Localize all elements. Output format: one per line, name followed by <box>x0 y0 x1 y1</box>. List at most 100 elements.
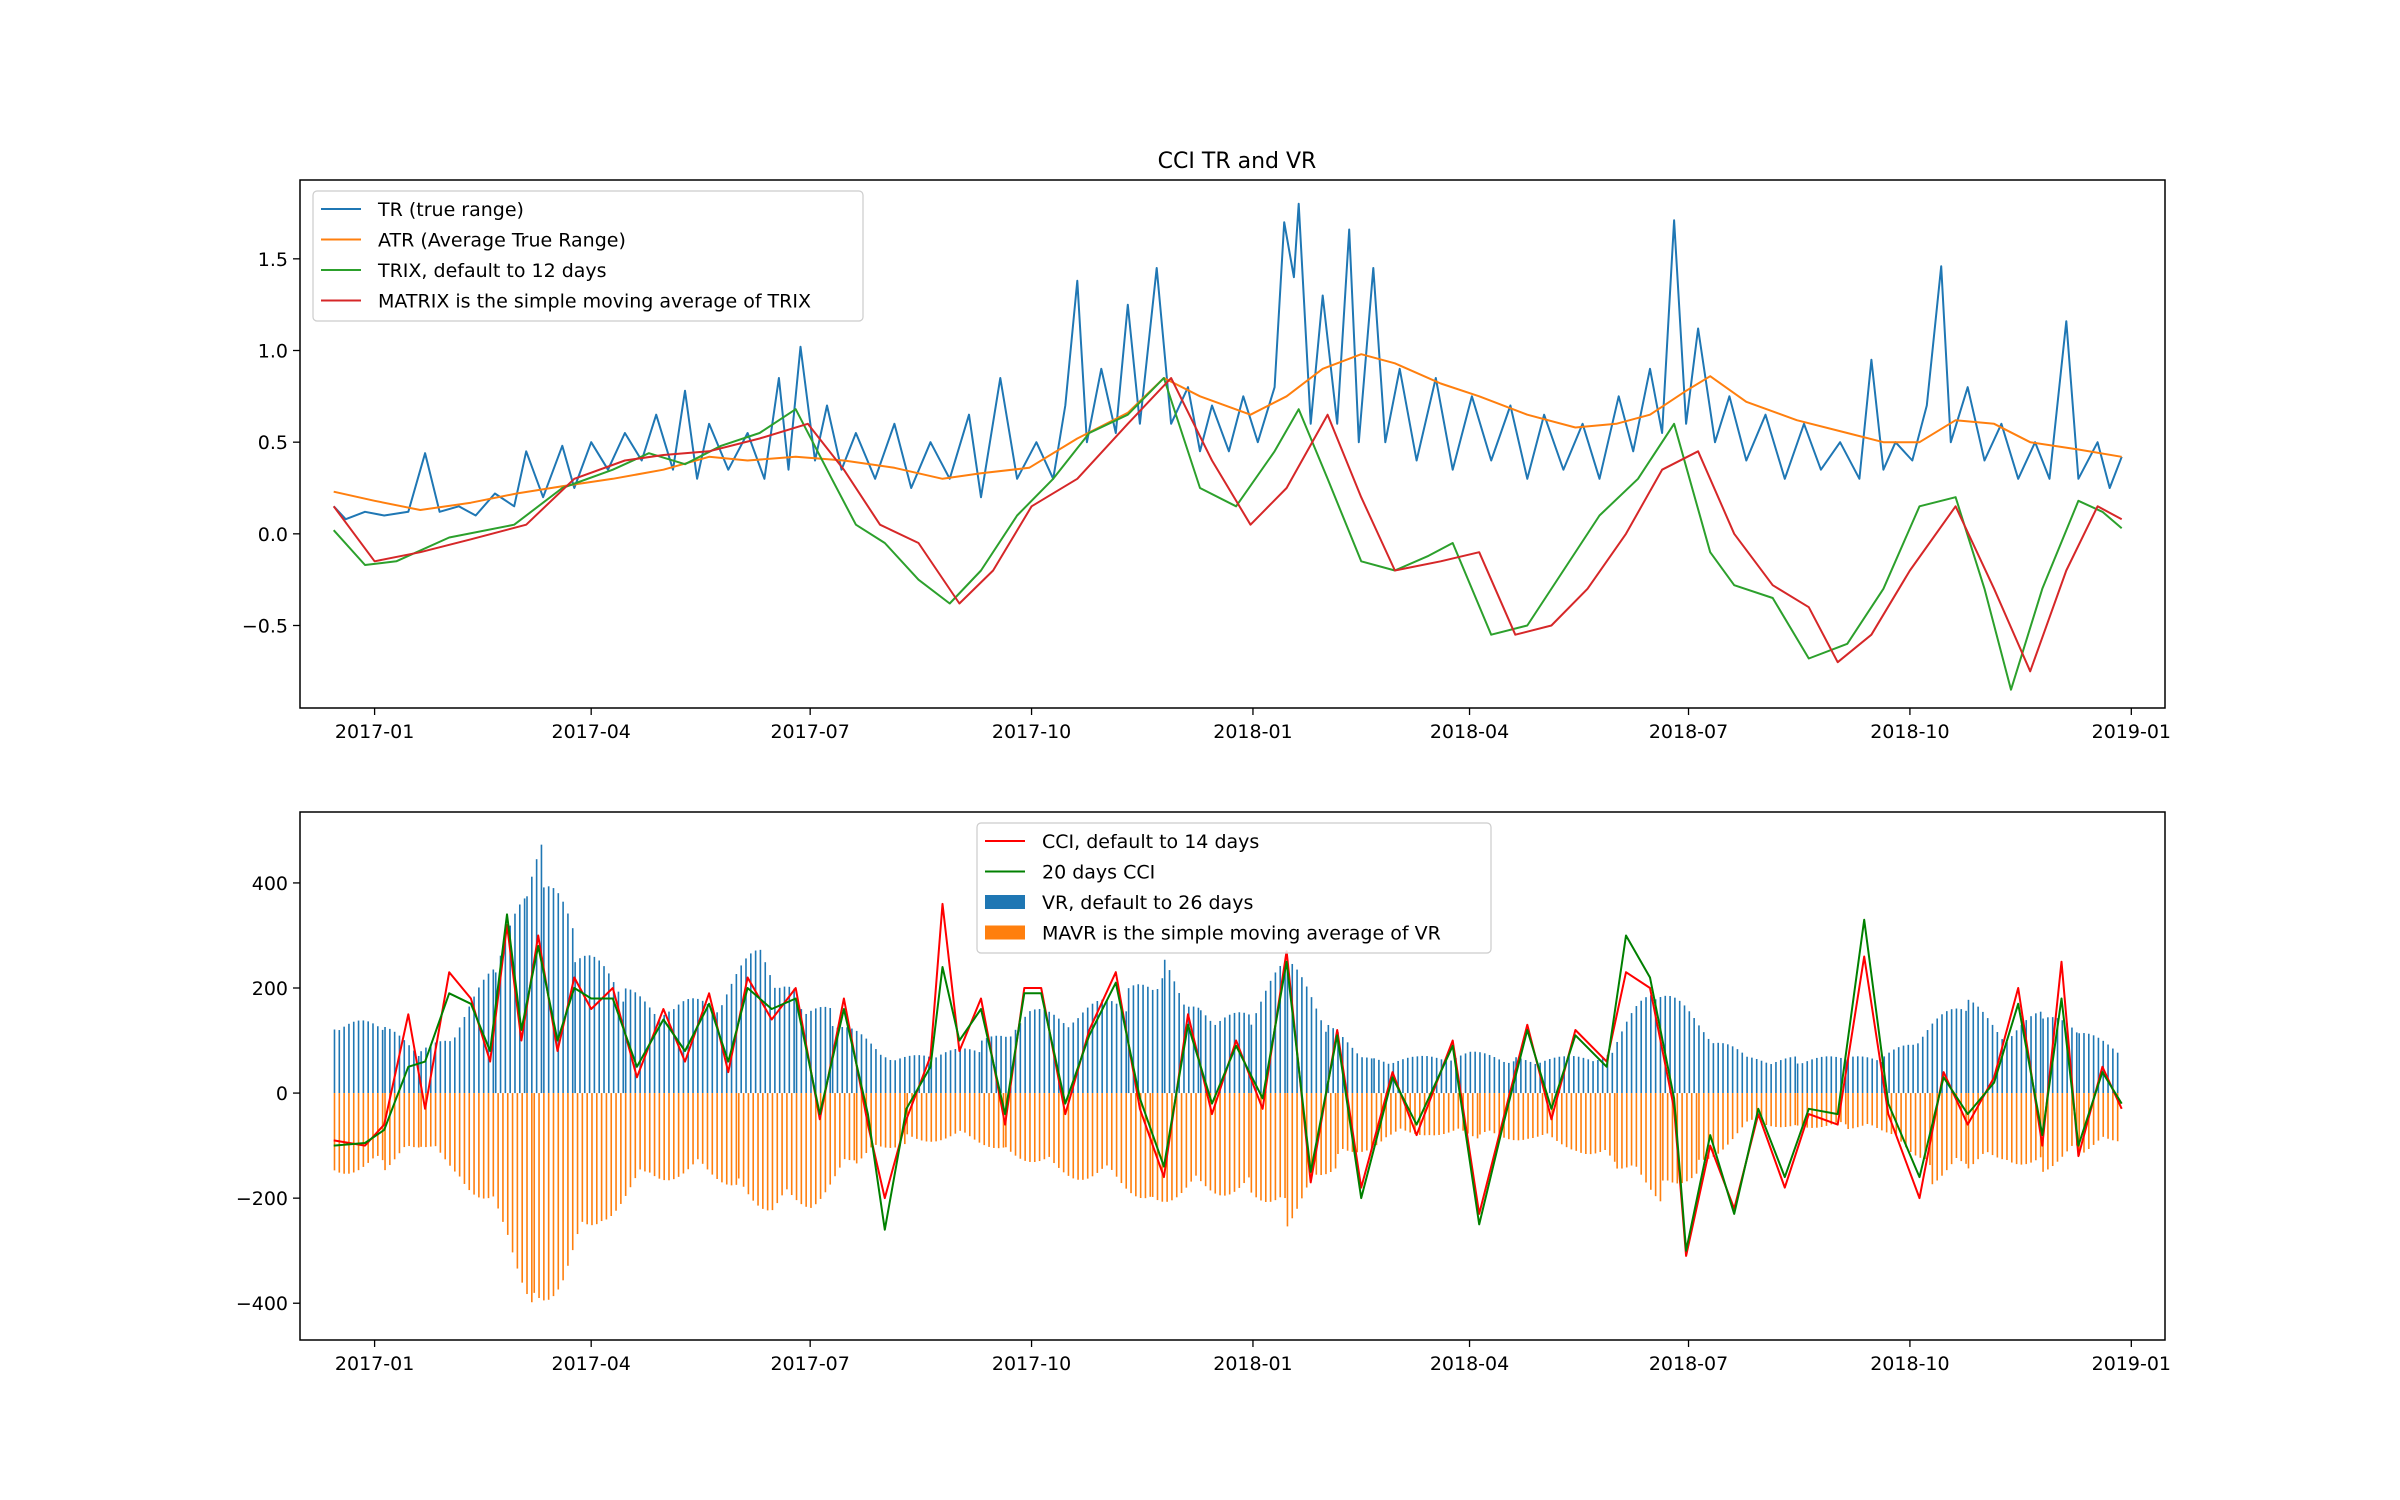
bar-vr <box>357 1020 360 1094</box>
bar-mavr <box>2035 1093 2037 1161</box>
bar-mavr <box>766 1093 769 1211</box>
bar-vr <box>540 844 543 1094</box>
bar-vr <box>1048 1011 1051 1094</box>
bar-mavr <box>1135 1093 1137 1197</box>
bar-mavr <box>1269 1093 1272 1202</box>
bar-mavr <box>2092 1093 2095 1145</box>
bar-vr <box>535 859 538 1094</box>
bar-mavr <box>1722 1093 1724 1150</box>
bar-vr <box>523 898 526 1094</box>
bar-vr <box>1926 1030 1929 1094</box>
bar-mavr <box>1613 1093 1616 1162</box>
bar-mavr <box>1144 1093 1147 1199</box>
bar-vr <box>1674 997 1676 1094</box>
x-tick-label: 2017-04 <box>551 721 630 743</box>
bar-vr <box>1411 1056 1414 1094</box>
bar-vr <box>1606 1054 1609 1094</box>
bar-vr <box>745 958 747 1094</box>
bar-mavr <box>1190 1093 1192 1182</box>
bar-mavr <box>1765 1093 1768 1126</box>
bar-vr <box>1058 1018 1060 1094</box>
bar-mavr <box>1585 1093 1587 1154</box>
bar-mavr <box>1645 1093 1647 1183</box>
bar-vr <box>381 1029 384 1094</box>
bar-mavr <box>463 1093 466 1184</box>
bar-vr <box>829 1008 832 1094</box>
bar-vr <box>1435 1057 1438 1094</box>
bar-mavr <box>819 1093 822 1199</box>
bar-mavr <box>1801 1093 1804 1127</box>
bar-mavr <box>894 1093 896 1148</box>
bar-mavr <box>1755 1093 1758 1122</box>
bar-vr <box>1250 1024 1253 1094</box>
bar-vr <box>788 986 791 1094</box>
bar-vr <box>1009 1036 1012 1094</box>
bar-mavr <box>1014 1093 1017 1156</box>
x-tick-label: 2018-04 <box>1430 721 1509 743</box>
bar-vr <box>944 1052 947 1094</box>
bar-mavr <box>668 1093 670 1181</box>
bar-mavr <box>954 1093 957 1134</box>
bar-vr <box>583 955 586 1094</box>
bar-mavr <box>721 1093 723 1183</box>
bar-vr <box>1683 1005 1686 1094</box>
bar-mavr <box>1650 1093 1652 1190</box>
bar-vr <box>653 1013 656 1094</box>
bar-vr <box>913 1055 916 1094</box>
bar-vr <box>2001 1039 2003 1094</box>
bar-vr <box>778 987 781 1094</box>
bar-vr <box>889 1059 892 1094</box>
bar-vr <box>1888 1052 1890 1094</box>
bar-vr <box>1426 1056 1428 1094</box>
bar-mavr <box>906 1093 909 1135</box>
y-tick-label: 0.5 <box>258 432 288 454</box>
bar-mavr <box>557 1093 560 1290</box>
bar-mavr <box>1659 1093 1662 1202</box>
bar-mavr <box>978 1093 981 1143</box>
bar-vr <box>1209 1020 1212 1094</box>
legend: CCI, default to 14 days 20 days CCI VR, de… <box>976 822 1492 954</box>
legend-label: CCI, default to 14 days <box>1042 831 1259 853</box>
bar-mavr <box>1599 1093 1602 1152</box>
bar-vr <box>1101 999 1103 1094</box>
bar-vr <box>2087 1033 2090 1094</box>
bar-vr <box>824 1006 827 1094</box>
bar-mavr <box>853 1093 856 1161</box>
bar-vr <box>1702 1032 1705 1094</box>
bar-mavr <box>1630 1093 1633 1166</box>
bar-vr <box>1770 1064 1772 1094</box>
bar-mavr <box>362 1093 365 1167</box>
bar-vr <box>1072 1022 1075 1094</box>
bar-vr <box>1707 1038 1710 1094</box>
bar-vr <box>1965 1010 1967 1094</box>
bar-vr <box>819 1007 822 1094</box>
bar-mavr <box>2078 1093 2080 1156</box>
bar-vr <box>1972 1002 1975 1094</box>
bar-mavr <box>2001 1093 2003 1160</box>
bar-mavr <box>1433 1093 1436 1136</box>
bar-vr <box>1573 1056 1575 1094</box>
bar-vr <box>1440 1059 1443 1094</box>
bar-vr <box>2039 1011 2042 1094</box>
bar-vr <box>1520 1058 1522 1094</box>
bar-mavr <box>1329 1093 1332 1172</box>
bar-vr <box>725 994 728 1094</box>
bar-mavr <box>1856 1093 1859 1128</box>
axes-frame <box>299 811 2166 1341</box>
bar-mavr <box>389 1093 391 1166</box>
bar-vr <box>865 1038 868 1094</box>
bar-mavr <box>1950 1093 1953 1165</box>
bar-vr <box>1548 1059 1551 1094</box>
bar-vr <box>2078 1033 2080 1094</box>
bar-mavr <box>1019 1093 1022 1159</box>
bar-vr <box>1654 999 1657 1094</box>
bar-vr <box>1264 990 1267 1094</box>
bar-mavr <box>1681 1093 1683 1184</box>
bar-mavr <box>1900 1093 1902 1142</box>
bar-mavr <box>810 1093 812 1208</box>
bar-vr <box>2042 1018 2044 1094</box>
bar-mavr <box>1438 1093 1440 1135</box>
bar-mavr <box>1635 1093 1638 1167</box>
bar-mavr <box>454 1093 456 1172</box>
bar-mavr <box>478 1093 480 1198</box>
